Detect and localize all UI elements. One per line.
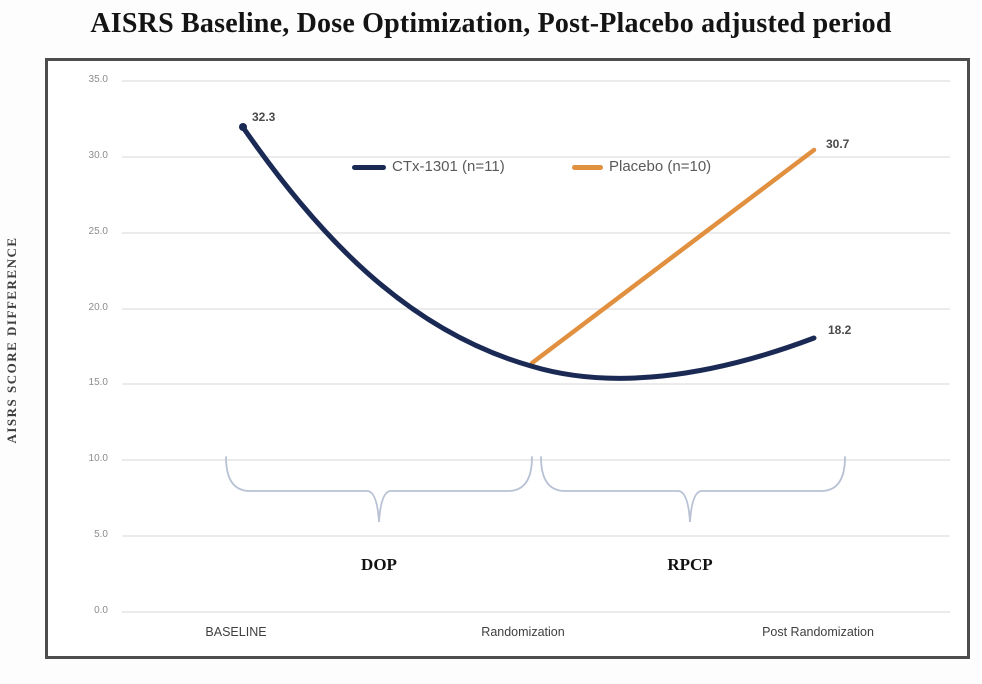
gridline-0.0 bbox=[122, 611, 950, 613]
y-tick-label-10.0: 10.0 bbox=[88, 453, 108, 465]
gridline-15.0 bbox=[122, 383, 950, 386]
placebo-legend-swatch bbox=[572, 165, 603, 170]
y-axis-title: AISRS SCORE DIFFERENCE bbox=[4, 236, 19, 444]
x-axis-label-1: Randomization bbox=[481, 625, 565, 639]
y-tick-label-20.0: 20.0 bbox=[88, 301, 108, 313]
gridline-35.0 bbox=[122, 80, 950, 82]
gridline-5.0 bbox=[122, 535, 950, 538]
gridline-30.0 bbox=[122, 155, 950, 158]
placebo-legend-label: Placebo (n=10) bbox=[609, 158, 712, 175]
y-tick-label-5.0: 5.0 bbox=[94, 529, 108, 541]
y-tick-label-15.0: 15.0 bbox=[88, 377, 108, 389]
y-tick-label-30.0: 30.0 bbox=[88, 149, 108, 161]
dop-phase-label: DOP bbox=[361, 555, 397, 574]
x-axis-label-0: BASELINE bbox=[205, 625, 267, 639]
ctx1301-end-value-label: 18.2 bbox=[828, 323, 852, 337]
gridline-25.0 bbox=[122, 231, 950, 234]
y-tick-label-35.0: 35.0 bbox=[88, 74, 108, 85]
gridline-20.0 bbox=[122, 307, 950, 310]
y-tick-label-25.0: 25.0 bbox=[88, 225, 108, 237]
chart-title: AISRS Baseline, Dose Optimization, Post-… bbox=[90, 8, 892, 39]
y-tick-label-0.0: 0.0 bbox=[94, 605, 108, 616]
ctx1301-baseline-value-label: 32.3 bbox=[252, 110, 276, 124]
ctx1301-legend-label: CTx-1301 (n=11) bbox=[392, 158, 505, 175]
x-axis-label-2: Post Randomization bbox=[762, 625, 874, 639]
rpcp-phase-label: RPCP bbox=[667, 555, 713, 574]
gridline-10.0 bbox=[122, 459, 950, 462]
ctx1301-legend-swatch bbox=[352, 165, 386, 170]
placebo-end-value-label: 30.7 bbox=[826, 137, 850, 151]
